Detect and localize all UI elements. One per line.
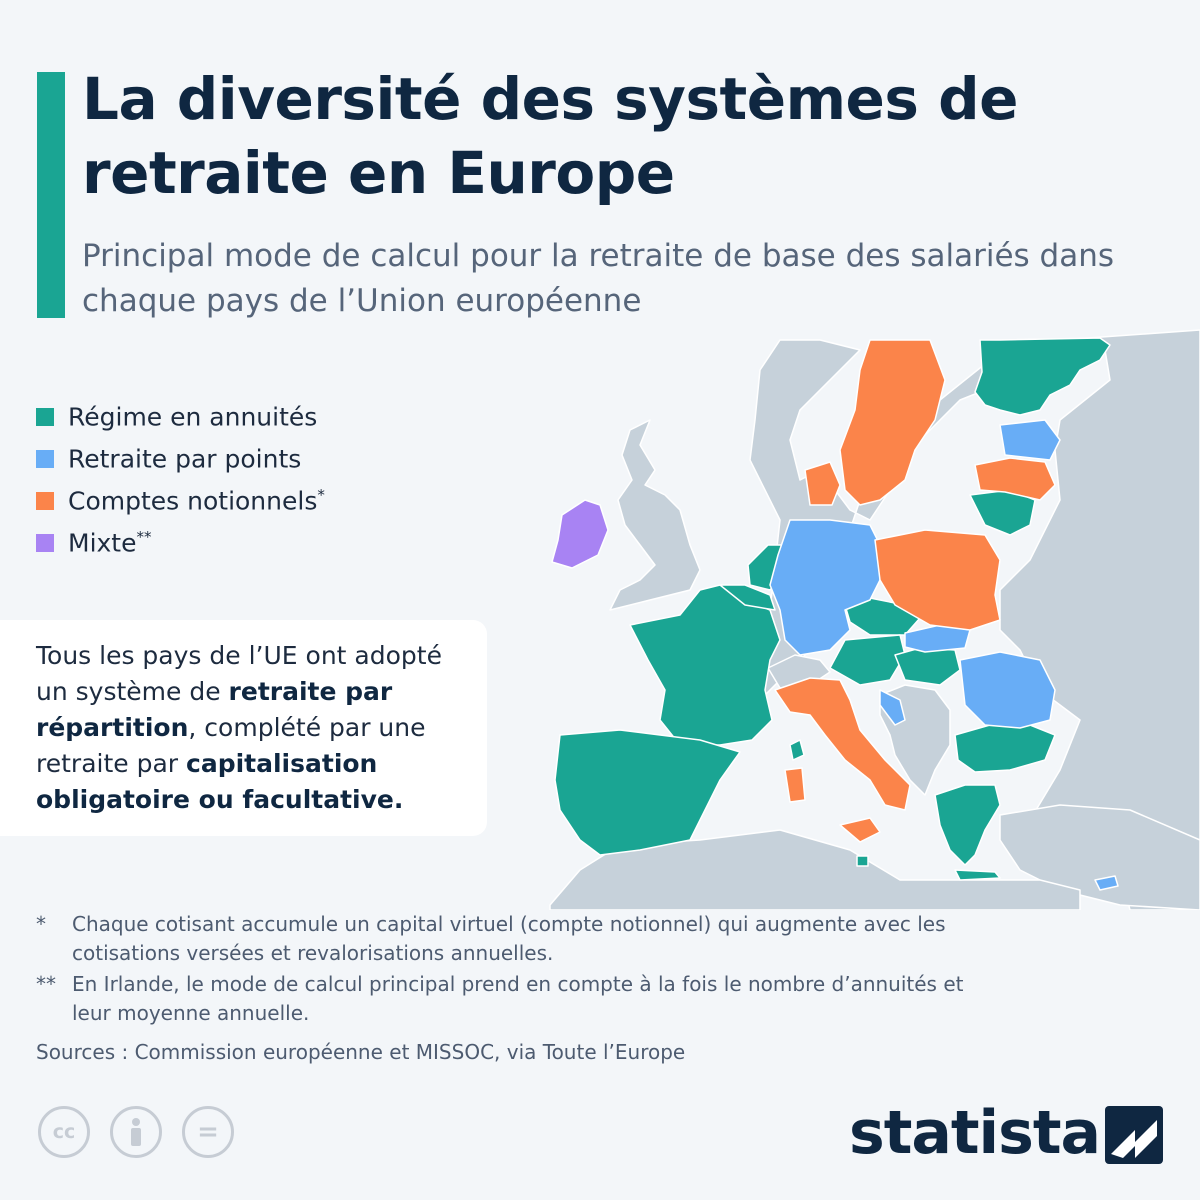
legend-item-points: Retraite par points <box>36 438 325 480</box>
page-title: La diversité des systèmes de retraite en… <box>82 65 1018 207</box>
malta <box>856 855 869 867</box>
legend-swatch <box>36 492 54 510</box>
romania <box>959 651 1056 729</box>
countries-mixte <box>551 499 609 569</box>
uk-island <box>609 419 701 611</box>
footnote-notionnels: * Chaque cotisant accumule un capital vir… <box>36 912 946 965</box>
legend-label: Régime en annuités <box>68 402 318 432</box>
europe-map <box>549 329 1200 910</box>
estonia <box>999 419 1061 461</box>
legend-label: Retraite par points <box>68 444 302 474</box>
ireland <box>551 499 609 569</box>
title-accent-bar <box>37 72 65 318</box>
spain-portugal <box>554 729 741 856</box>
greece <box>934 784 1001 866</box>
cyprus <box>1094 875 1119 891</box>
legend-label: Comptes notionnels* <box>68 486 325 516</box>
latvia <box>974 457 1056 501</box>
hungary-croatia <box>894 647 961 686</box>
sources: Sources : Commission européenne et MISSO… <box>36 1040 686 1064</box>
legend-item-notionnels: Comptes notionnels* <box>36 480 325 522</box>
finland <box>974 337 1111 416</box>
sardinia-balearics <box>789 739 805 761</box>
sweden <box>839 339 946 506</box>
legend: Régime en annuités Retraite par points C… <box>36 396 325 564</box>
no-derivatives-icon[interactable]: = <box>182 1106 234 1158</box>
germany <box>769 519 881 656</box>
france <box>629 584 781 746</box>
countries-points <box>769 419 1119 891</box>
bulgaria <box>954 724 1056 773</box>
crete <box>954 869 1001 881</box>
countries-notionnels <box>774 339 1056 843</box>
corsica-sardinia <box>784 767 806 803</box>
legend-item-mixte: Mixte** <box>36 522 325 564</box>
countries-annuites <box>554 337 1111 881</box>
austria-slovenia <box>829 634 906 686</box>
info-note: Tous les pays de l’UE ont adopté un syst… <box>0 620 487 836</box>
page-subtitle: Principal mode de calcul pour la retrait… <box>82 238 1114 319</box>
legend-label: Mixte** <box>68 528 152 558</box>
denmark <box>804 461 841 506</box>
sicily <box>839 817 881 843</box>
belgium-luxembourg <box>719 584 776 611</box>
legend-swatch <box>36 408 54 426</box>
italy <box>774 677 911 811</box>
statista-logo-icon[interactable] <box>1105 1106 1163 1164</box>
legend-swatch <box>36 534 54 552</box>
legend-item-annuites: Régime en annuités <box>36 396 325 438</box>
footnote-mixte: ** En Irlande, le mode de calcul principa… <box>36 972 964 1025</box>
croatia-coast <box>879 689 906 726</box>
statista-wordmark[interactable]: statista <box>848 1098 1101 1168</box>
poland <box>874 529 1001 631</box>
attribution-person-icon[interactable] <box>110 1106 162 1158</box>
cc-license-icon[interactable]: cc <box>38 1106 90 1158</box>
legend-swatch <box>36 450 54 468</box>
